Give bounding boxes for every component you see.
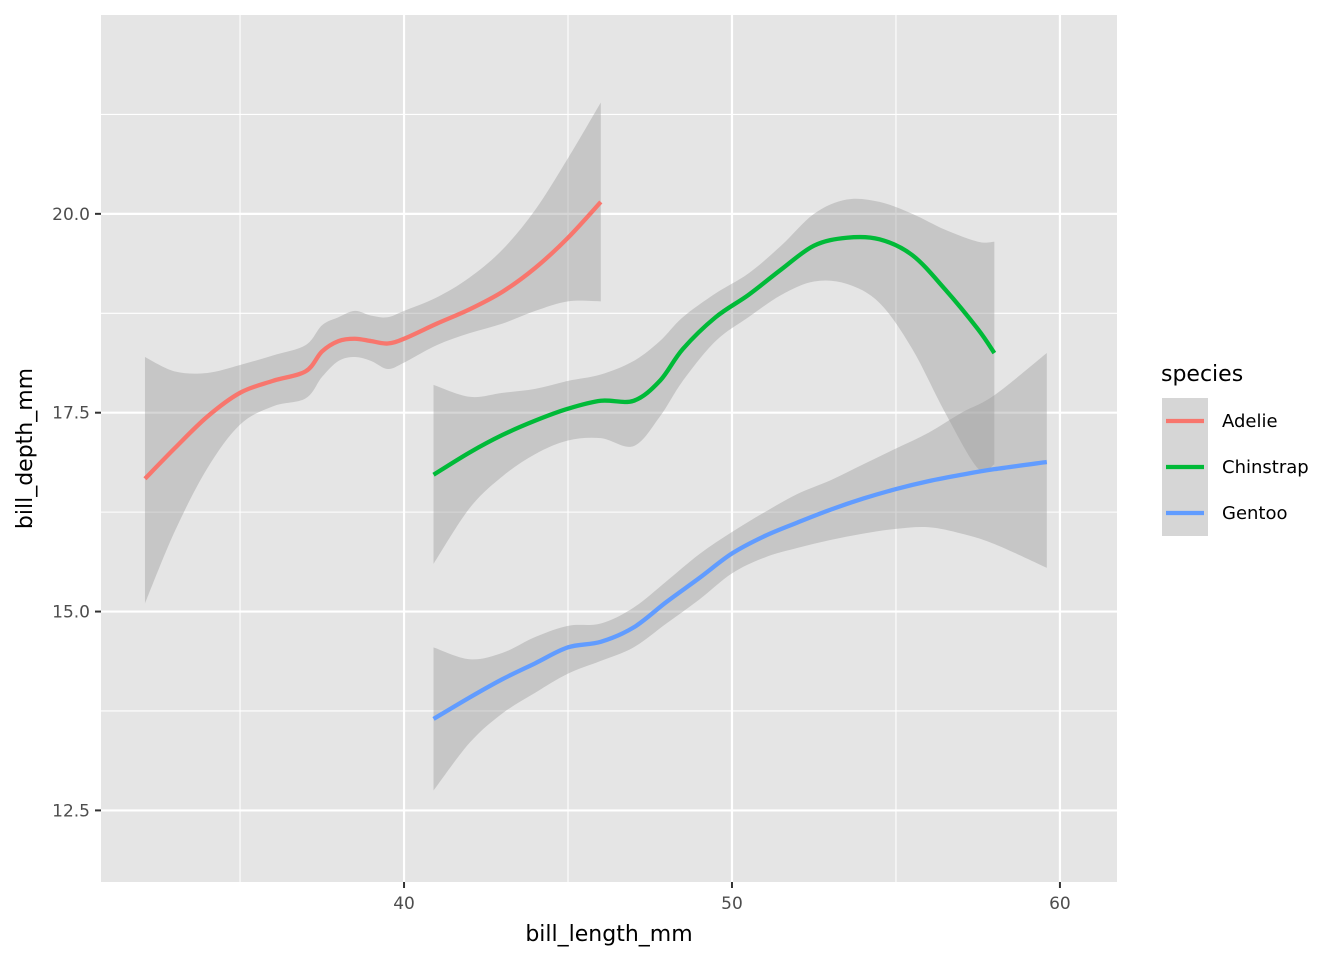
- smooth-line-gentoo: [432, 459, 1048, 721]
- major-gridlines: [101, 15, 1117, 882]
- legend-label-gentoo: Gentoo: [1222, 503, 1288, 524]
- legend-title: species: [1161, 362, 1243, 387]
- legend-label-chinstrap: Chinstrap: [1222, 457, 1309, 478]
- minor-gridlines: [101, 15, 1117, 882]
- x-tick-label: 50: [721, 894, 743, 914]
- y-tick-label: 20.0: [52, 205, 90, 225]
- legend-label-adelie: Adelie: [1222, 411, 1278, 432]
- confidence-ribbon-gentoo: [433, 353, 1047, 791]
- smooth-line-adelie: [143, 200, 603, 481]
- y-tick-label: 17.5: [52, 404, 90, 424]
- y-axis-title: bill_depth_mm: [13, 368, 38, 529]
- plot-panel: [101, 15, 1117, 882]
- legend-items: Adelie Chinstrap Gentoo: [1162, 398, 1309, 536]
- confidence-ribbon-adelie: [144, 102, 601, 604]
- x-axis-title: bill_length_mm: [525, 922, 692, 947]
- smooth-lines: [143, 200, 1048, 721]
- legend: species Adelie Chinstrap Gentoo: [1161, 362, 1309, 536]
- x-tick-label: 40: [393, 894, 415, 914]
- confidence-ribbons: [144, 102, 1047, 791]
- x-axis: 40 50 60: [393, 882, 1071, 914]
- y-tick-label: 12.5: [52, 801, 90, 821]
- y-tick-label: 15.0: [52, 603, 90, 623]
- y-axis: 12.5 15.0 17.5 20.0: [52, 205, 101, 821]
- confidence-ribbon-chinstrap: [433, 198, 995, 564]
- smooth-line-chinstrap: [432, 234, 997, 477]
- x-tick-label: 60: [1049, 894, 1071, 914]
